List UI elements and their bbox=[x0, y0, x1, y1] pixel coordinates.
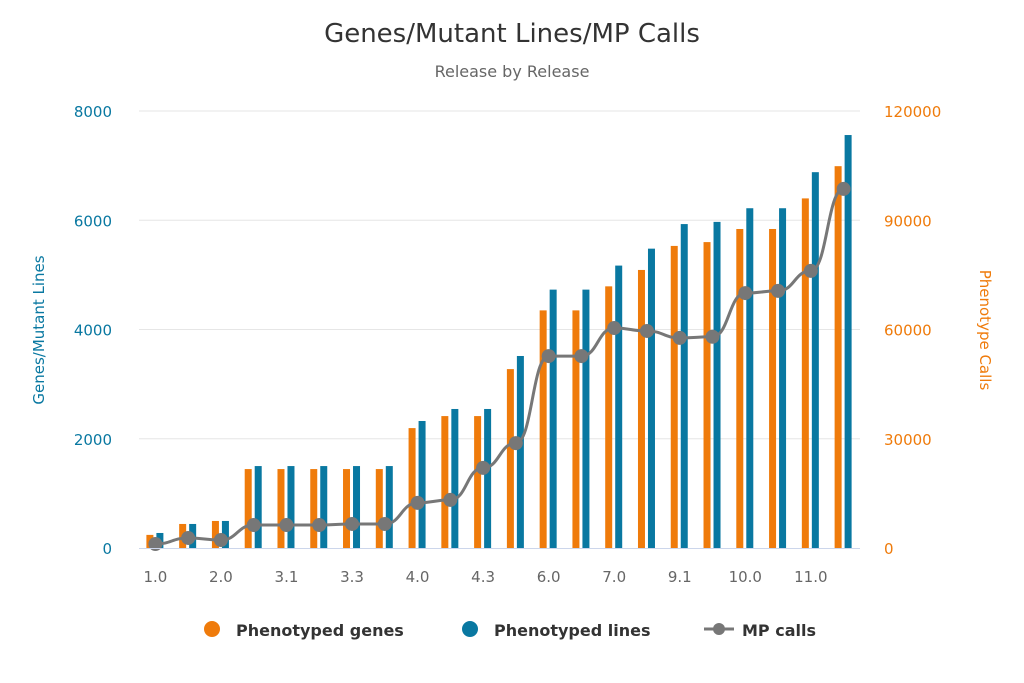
x-tick-label: 4.3 bbox=[471, 568, 495, 586]
bar-phenotyped-genes bbox=[736, 228, 744, 549]
x-tick-label: 1.0 bbox=[143, 568, 167, 586]
bar-phenotyped-genes bbox=[506, 369, 514, 548]
bar-phenotyped-genes bbox=[441, 416, 449, 548]
bar-phenotyped-lines bbox=[549, 289, 557, 548]
point-mp-calls bbox=[738, 286, 753, 301]
x-tick-label: 2.0 bbox=[209, 568, 233, 586]
legend-marker-orange bbox=[204, 621, 220, 637]
y2-tick-label: 90000 bbox=[884, 212, 932, 230]
bar-phenotyped-genes bbox=[670, 245, 678, 548]
y-tick-label: 4000 bbox=[74, 322, 112, 340]
point-mp-calls bbox=[476, 460, 491, 475]
bar-phenotyped-genes bbox=[801, 198, 809, 548]
bar-phenotyped-lines bbox=[615, 265, 623, 548]
bar-phenotyped-lines bbox=[713, 221, 721, 549]
legend-label: Phenotyped genes bbox=[236, 621, 404, 640]
point-mp-calls bbox=[607, 321, 622, 336]
bar-phenotyped-genes bbox=[211, 520, 219, 548]
y-axis-label: Genes/Mutant Lines bbox=[30, 255, 48, 404]
legend-item-phenotyped-lines[interactable]: Phenotyped lines bbox=[462, 621, 651, 640]
y-tick-label: 6000 bbox=[74, 212, 112, 230]
bar-phenotyped-lines bbox=[254, 466, 262, 548]
point-mp-calls bbox=[443, 492, 458, 507]
y-tick-label: 0 bbox=[102, 540, 112, 558]
bar-phenotyped-genes bbox=[277, 469, 285, 548]
point-mp-calls bbox=[148, 536, 163, 551]
bar-phenotyped-genes bbox=[703, 242, 711, 548]
y-tick-label: 8000 bbox=[74, 103, 112, 121]
bar-phenotyped-genes bbox=[474, 416, 482, 548]
bar-phenotyped-genes bbox=[408, 428, 416, 548]
bar-phenotyped-lines bbox=[418, 420, 426, 548]
y-tick-label: 2000 bbox=[74, 431, 112, 449]
point-mp-calls bbox=[574, 349, 589, 364]
bar-phenotyped-lines bbox=[451, 408, 459, 548]
bar-phenotyped-genes bbox=[572, 310, 580, 548]
chart-title: Genes/Mutant Lines/MP Calls bbox=[324, 19, 700, 49]
x-tick-label: 4.0 bbox=[406, 568, 430, 586]
x-tick-label: 10.0 bbox=[729, 568, 762, 586]
point-mp-calls bbox=[345, 516, 360, 531]
bar-phenotyped-genes bbox=[605, 286, 613, 548]
bar-phenotyped-lines bbox=[320, 466, 328, 548]
bar-phenotyped-lines bbox=[582, 289, 590, 548]
bar-phenotyped-lines bbox=[647, 248, 655, 548]
bar-phenotyped-genes bbox=[244, 469, 252, 548]
bar-phenotyped-genes bbox=[375, 469, 383, 548]
point-mp-calls bbox=[639, 323, 654, 338]
point-mp-calls bbox=[213, 532, 228, 547]
x-tick-label: 3.3 bbox=[340, 568, 364, 586]
legend-marker-blue bbox=[462, 621, 478, 637]
point-mp-calls bbox=[410, 495, 425, 510]
point-mp-calls bbox=[705, 329, 720, 344]
bar-phenotyped-lines bbox=[287, 466, 295, 548]
y2-tick-label: 0 bbox=[884, 540, 894, 558]
point-mp-calls bbox=[312, 518, 327, 533]
legend-label: Phenotyped lines bbox=[494, 621, 651, 640]
legend-item-mp-calls[interactable]: MP calls bbox=[704, 621, 816, 640]
bar-phenotyped-lines bbox=[385, 466, 393, 548]
bar-phenotyped-lines bbox=[811, 172, 819, 548]
y2-tick-label: 60000 bbox=[884, 322, 932, 340]
point-mp-calls bbox=[771, 283, 786, 298]
bar-phenotyped-genes bbox=[539, 310, 547, 548]
x-tick-label: 6.0 bbox=[537, 568, 561, 586]
bar-phenotyped-genes bbox=[637, 269, 645, 548]
x-tick-label: 7.0 bbox=[602, 568, 626, 586]
bar-phenotyped-lines bbox=[844, 135, 852, 548]
point-mp-calls bbox=[279, 518, 294, 533]
y2-tick-label: 30000 bbox=[884, 431, 932, 449]
y2-axis-label: Phenotype Calls bbox=[976, 270, 994, 391]
bar-phenotyped-lines bbox=[516, 355, 524, 548]
bar-phenotyped-genes bbox=[769, 228, 777, 549]
legend-marker-gray bbox=[713, 623, 725, 635]
legend-label: MP calls bbox=[742, 621, 816, 640]
legend: Phenotyped genes Phenotyped lines MP cal… bbox=[204, 621, 816, 640]
bar-phenotyped-genes bbox=[310, 469, 318, 548]
point-mp-calls bbox=[508, 436, 523, 451]
chart-subtitle: Release by Release bbox=[435, 62, 590, 81]
x-tick-label: 9.1 bbox=[668, 568, 692, 586]
point-mp-calls bbox=[672, 330, 687, 345]
legend-item-phenotyped-genes[interactable]: Phenotyped genes bbox=[204, 621, 404, 640]
bar-phenotyped-lines bbox=[221, 520, 229, 548]
point-mp-calls bbox=[541, 349, 556, 364]
y2-tick-label: 120000 bbox=[884, 103, 941, 121]
point-mp-calls bbox=[377, 516, 392, 531]
point-mp-calls bbox=[181, 530, 196, 545]
x-tick-label: 11.0 bbox=[794, 568, 827, 586]
x-tick-label: 3.1 bbox=[275, 568, 299, 586]
point-mp-calls bbox=[836, 181, 851, 196]
bar-phenotyped-lines bbox=[353, 466, 361, 548]
bar-phenotyped-lines bbox=[680, 224, 688, 549]
point-mp-calls bbox=[803, 263, 818, 278]
bar-phenotyped-genes bbox=[343, 469, 351, 548]
bar-phenotyped-lines bbox=[484, 408, 492, 548]
bar-phenotyped-genes bbox=[834, 166, 842, 548]
bar-phenotyped-lines bbox=[779, 208, 787, 549]
point-mp-calls bbox=[246, 518, 261, 533]
bar-phenotyped-lines bbox=[746, 208, 754, 549]
